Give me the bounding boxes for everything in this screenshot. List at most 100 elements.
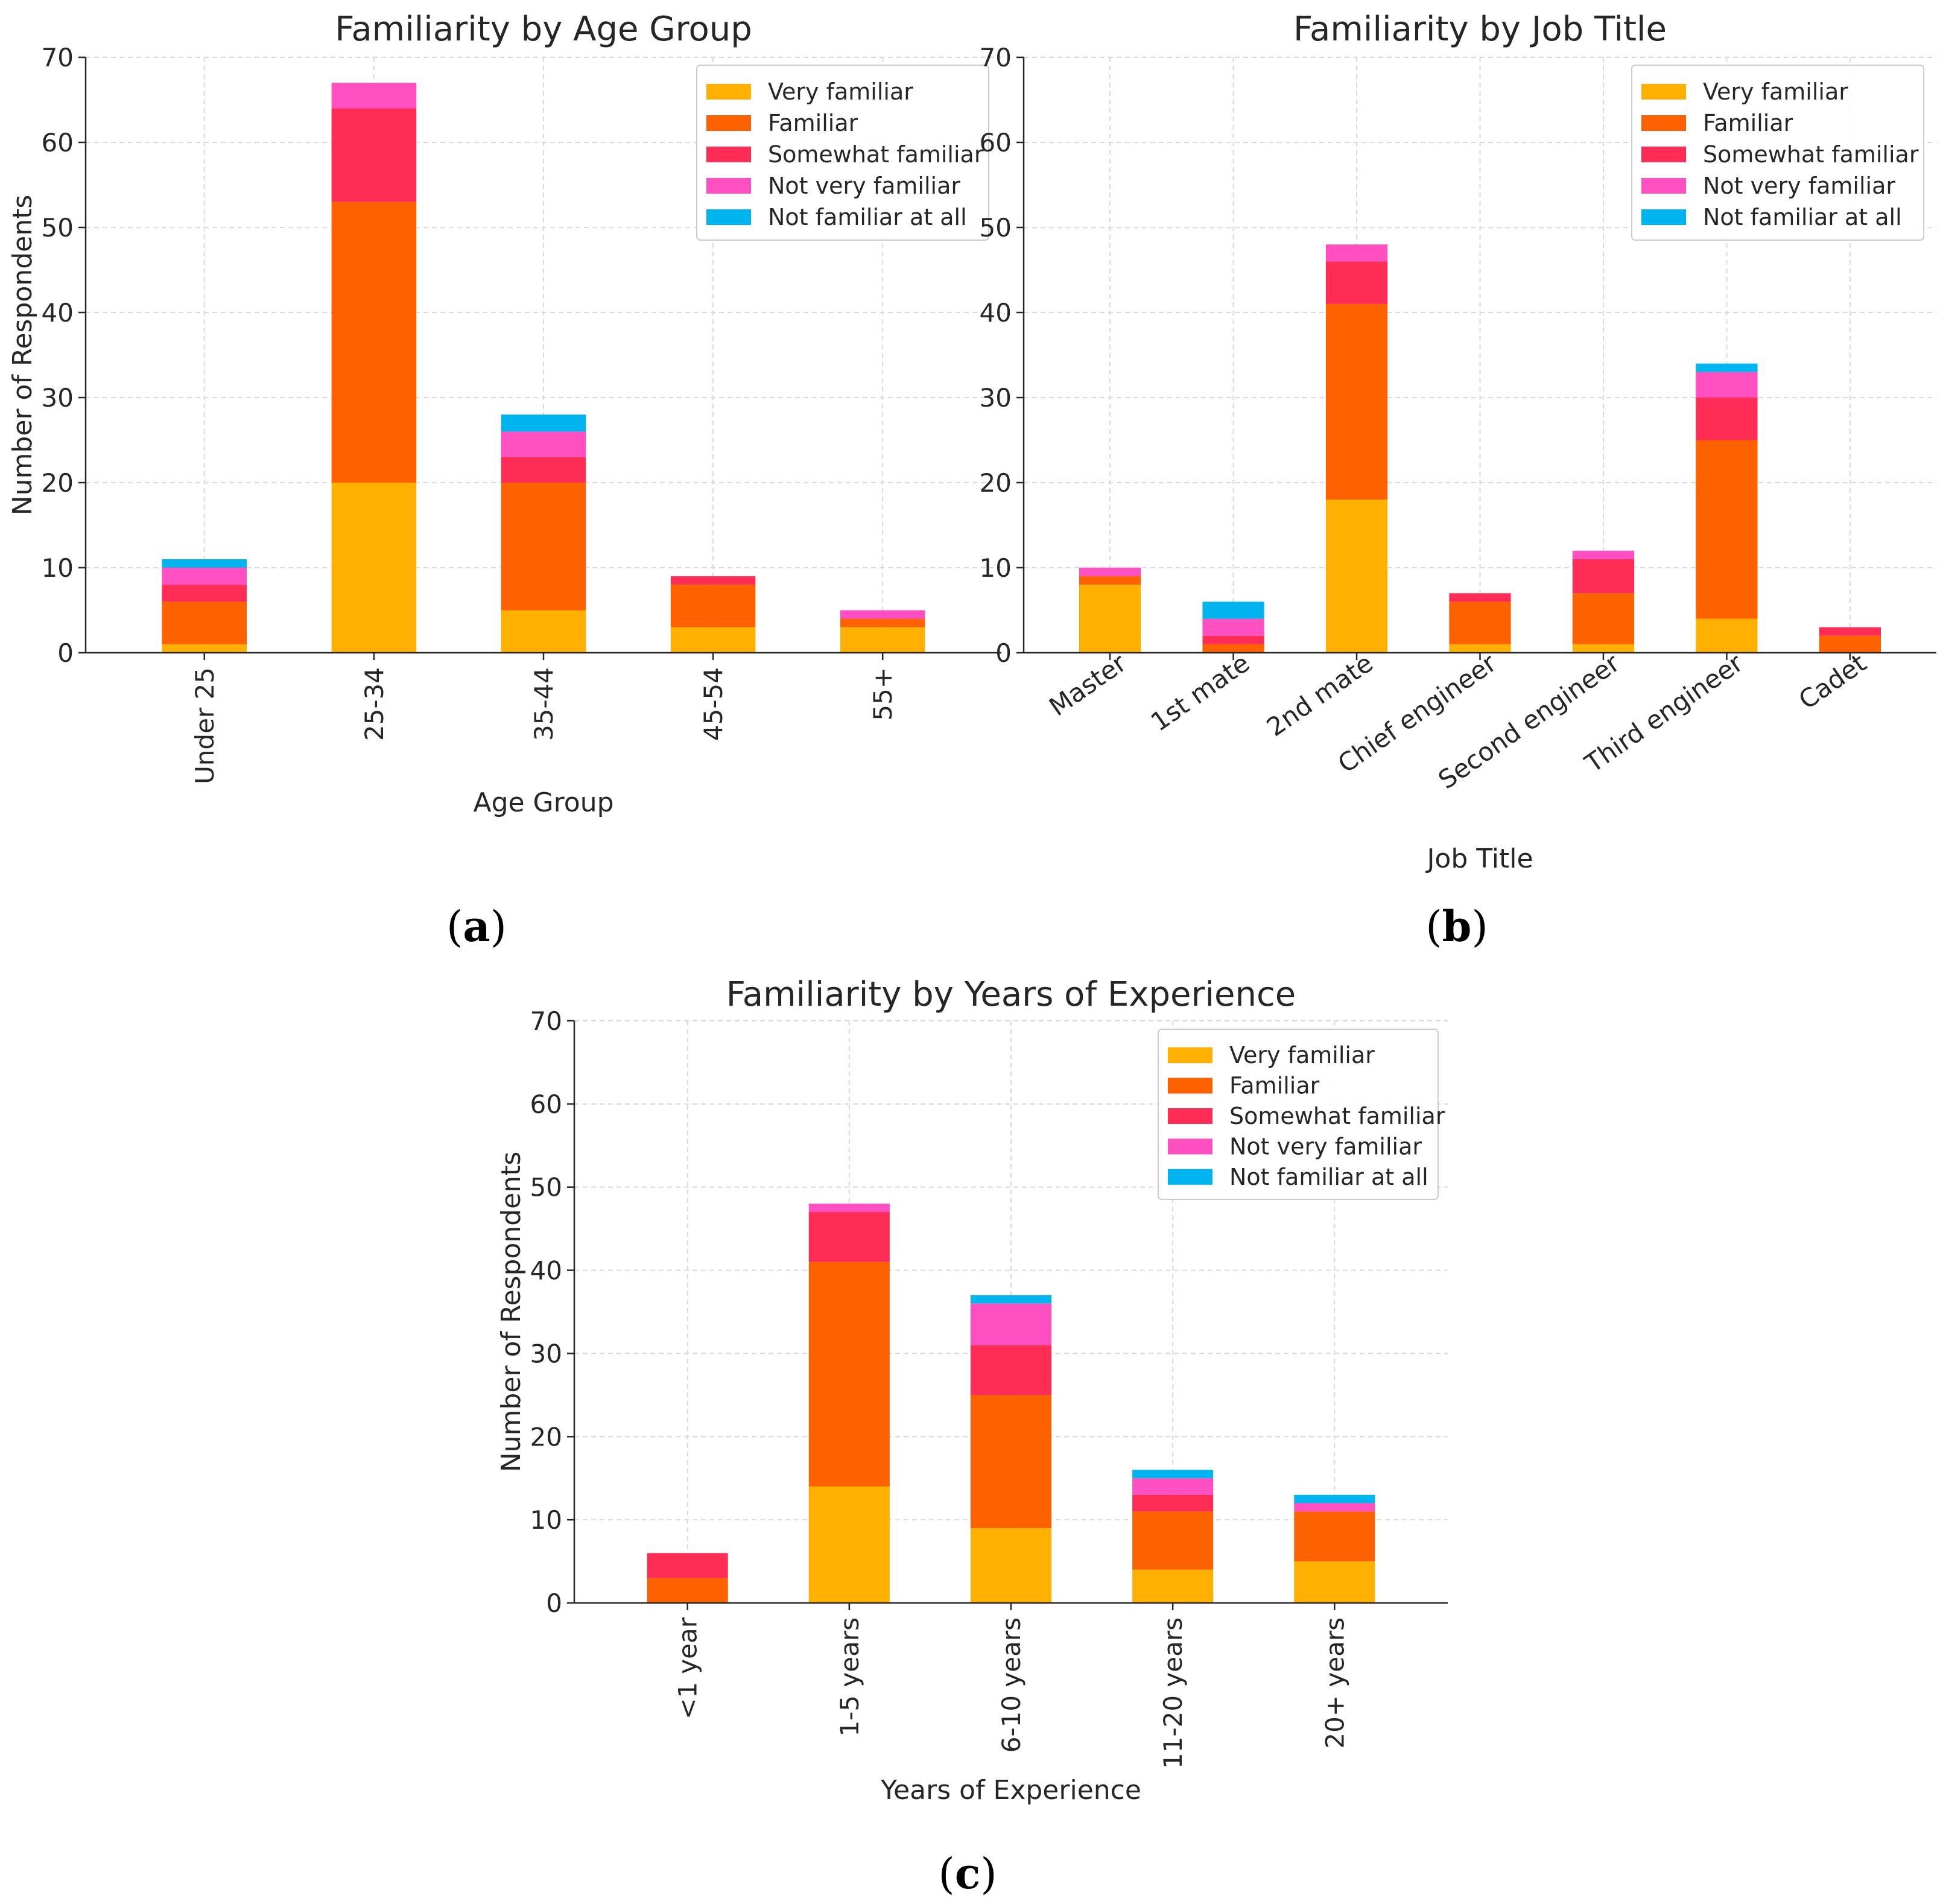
bar-segment xyxy=(840,610,925,619)
legend-entry: Very familiar xyxy=(1703,78,1848,105)
legend-entry: Familiar xyxy=(1229,1073,1320,1099)
legend-entry: Not familiar at all xyxy=(1229,1164,1428,1190)
bar-segment xyxy=(970,1345,1052,1395)
bar-segment xyxy=(670,576,756,585)
legend: Very familiar Familiar Somewhat familiar No… xyxy=(1631,65,1924,241)
legend-swatch xyxy=(706,178,751,194)
x-tick-label: 20+ years xyxy=(1320,1617,1349,1749)
legend-swatch xyxy=(1168,1077,1212,1094)
bar-segment xyxy=(647,1553,728,1578)
x-tick-label: 1-5 years xyxy=(835,1617,864,1737)
y-tick-label: 30 xyxy=(42,383,74,413)
y-tick-label: 10 xyxy=(42,553,74,583)
bar-segment xyxy=(501,414,586,432)
bar-segment xyxy=(501,610,586,653)
bar-segment xyxy=(1572,593,1635,644)
legend-entry: Familiar xyxy=(1703,110,1793,136)
y-tick-label: 20 xyxy=(530,1422,562,1452)
bar-segment xyxy=(1449,601,1511,644)
bar-segment xyxy=(1202,618,1264,636)
y-tick-label: 30 xyxy=(980,383,1012,413)
y-axis-label: Number of Respondents xyxy=(496,1152,527,1473)
chart-title: Familiarity by Job Title xyxy=(1293,10,1667,49)
bar-segment xyxy=(808,1204,890,1213)
bar-segment xyxy=(331,202,417,483)
x-tick-label: Under 25 xyxy=(190,667,220,784)
legend-entry: Somewhat familiar xyxy=(768,141,984,168)
x-tick-label: 11-20 years xyxy=(1158,1617,1188,1769)
chart-title: Familiarity by Age Group xyxy=(335,10,752,49)
x-tick-label: 35-44 xyxy=(529,667,559,741)
y-tick-label: 70 xyxy=(980,43,1012,72)
y-tick-label: 10 xyxy=(980,553,1012,583)
x-tick-label: <1 year xyxy=(673,1617,703,1719)
legend-entry: Not very familiar xyxy=(768,173,960,199)
y-tick-label: 50 xyxy=(980,213,1012,243)
legend-swatch xyxy=(1641,147,1686,162)
y-tick-label: 40 xyxy=(42,298,74,328)
legend-swatch xyxy=(706,147,751,162)
legend-entry: Very familiar xyxy=(1229,1042,1375,1068)
y-tick-label: 0 xyxy=(546,1588,562,1618)
bar-segment xyxy=(162,585,247,602)
x-tick-label: 55+ xyxy=(868,667,898,721)
legend-entry: Somewhat familiar xyxy=(1229,1103,1445,1129)
y-tick-label: 60 xyxy=(530,1090,562,1119)
bar-segment xyxy=(808,1261,890,1487)
legend-swatch xyxy=(706,84,751,100)
y-tick-label: 70 xyxy=(530,1006,562,1036)
bar-segment xyxy=(1449,593,1511,602)
legend-entry: Somewhat familiar xyxy=(1703,141,1919,168)
bar-segment xyxy=(331,483,417,653)
bar-segment xyxy=(1696,372,1758,398)
bar-segment xyxy=(1079,585,1141,653)
bar-segment xyxy=(1132,1569,1214,1603)
bar-segment xyxy=(970,1303,1052,1345)
y-tick-label: 50 xyxy=(530,1173,562,1202)
legend-entry: Not familiar at all xyxy=(768,204,967,230)
y-tick-label: 40 xyxy=(980,298,1012,328)
bar-segment xyxy=(162,568,247,585)
chart-panel-a: 0 10 20 30 40 50 60 70 Under 25 25-34 35-44 45-54 55… xyxy=(7,10,1001,951)
bar-segment xyxy=(970,1295,1052,1304)
bar-segment xyxy=(1696,398,1758,440)
legend-entry: Very familiar xyxy=(768,78,913,105)
bar-segment xyxy=(1132,1494,1214,1512)
bar-segment xyxy=(1696,618,1758,653)
bar-segment xyxy=(1325,244,1388,262)
bar-segment xyxy=(1132,1511,1214,1570)
legend-entry: Not very familiar xyxy=(1229,1133,1422,1160)
bar-segment xyxy=(1449,644,1511,653)
legend-entry: Familiar xyxy=(768,110,858,136)
y-tick-label: 60 xyxy=(980,128,1012,157)
y-tick-label: 40 xyxy=(530,1256,562,1286)
bar-segment xyxy=(501,431,586,457)
y-axis-label: Number of Respondents xyxy=(7,195,38,516)
legend-swatch xyxy=(1641,84,1686,100)
bar-segment xyxy=(840,618,925,627)
bar-segment xyxy=(162,644,247,653)
bar-segment xyxy=(162,601,247,644)
bar-segment xyxy=(670,585,756,627)
legend-swatch xyxy=(706,209,751,225)
bar-segment xyxy=(1132,1478,1214,1495)
chart-title: Familiarity by Years of Experience xyxy=(726,975,1296,1014)
legend-swatch xyxy=(1168,1169,1212,1185)
y-tick-label: 50 xyxy=(42,213,74,243)
legend-frame xyxy=(1158,1029,1439,1200)
bar-segment xyxy=(1079,576,1141,585)
bar-segment xyxy=(1294,1561,1375,1603)
legend-swatch xyxy=(1641,115,1686,131)
panel-caption: (b) xyxy=(1425,901,1488,951)
bar-segment xyxy=(1819,635,1881,653)
bar-segment xyxy=(840,627,925,653)
x-tick-label: 25-34 xyxy=(360,667,389,741)
legend: Very familiar Familiar Somewhat familiar No… xyxy=(696,65,989,241)
x-tick-label: 6-10 years xyxy=(997,1617,1026,1753)
legend-swatch xyxy=(1641,178,1686,194)
bar-segment xyxy=(1202,635,1264,644)
legend-swatch xyxy=(1168,1108,1212,1124)
x-axis-label: Years of Experience xyxy=(880,1775,1141,1806)
